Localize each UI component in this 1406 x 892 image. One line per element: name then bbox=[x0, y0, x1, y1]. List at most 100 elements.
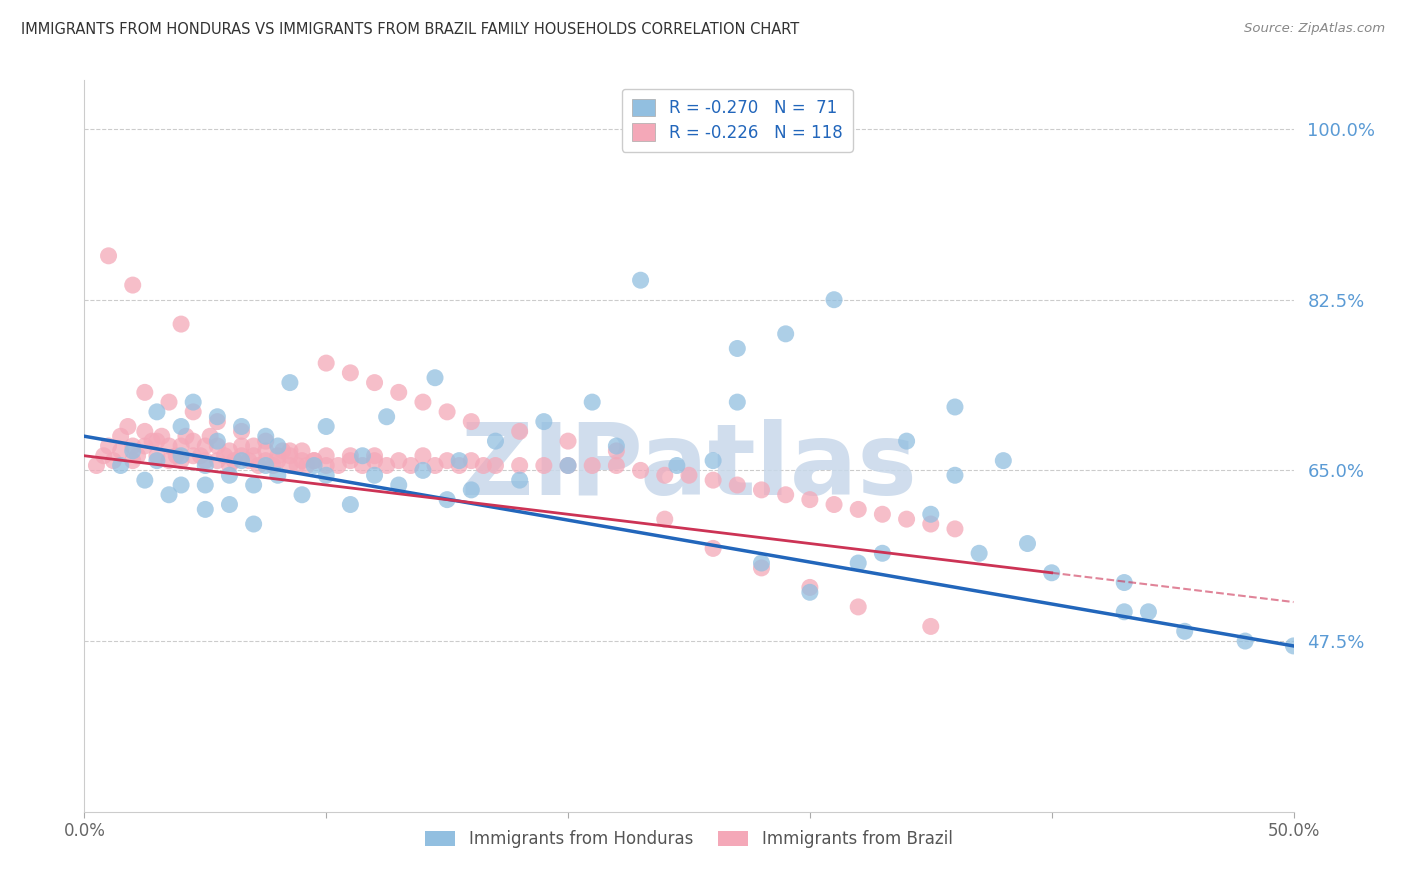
Point bbox=[363, 449, 385, 463]
Point bbox=[799, 581, 821, 595]
Point bbox=[1017, 536, 1039, 550]
Point bbox=[775, 488, 797, 502]
Point bbox=[967, 546, 990, 560]
Point bbox=[103, 453, 125, 467]
Point bbox=[291, 488, 314, 502]
Point bbox=[207, 434, 229, 449]
Point bbox=[630, 273, 652, 287]
Point bbox=[605, 458, 627, 473]
Point bbox=[581, 395, 603, 409]
Point bbox=[242, 439, 264, 453]
Point bbox=[751, 556, 773, 570]
Point bbox=[799, 492, 821, 507]
Point bbox=[1114, 605, 1136, 619]
Point bbox=[231, 439, 253, 453]
Point bbox=[218, 498, 240, 512]
Point bbox=[181, 395, 204, 409]
Point bbox=[388, 478, 411, 492]
Point bbox=[194, 439, 217, 453]
Point bbox=[920, 619, 942, 633]
Point bbox=[846, 556, 869, 570]
Point bbox=[557, 458, 579, 473]
Point bbox=[267, 468, 290, 483]
Point bbox=[375, 409, 398, 424]
Point bbox=[872, 546, 894, 560]
Point bbox=[533, 415, 555, 429]
Point bbox=[121, 278, 143, 293]
Point bbox=[218, 443, 240, 458]
Point bbox=[363, 453, 385, 467]
Point bbox=[285, 458, 308, 473]
Point bbox=[315, 419, 337, 434]
Point bbox=[388, 453, 411, 467]
Point bbox=[242, 516, 264, 531]
Point bbox=[93, 449, 115, 463]
Point bbox=[557, 458, 579, 473]
Point bbox=[218, 468, 240, 483]
Point bbox=[557, 434, 579, 449]
Point bbox=[207, 453, 229, 467]
Point bbox=[170, 449, 193, 463]
Point bbox=[423, 458, 446, 473]
Point bbox=[920, 508, 942, 522]
Point bbox=[146, 449, 169, 463]
Point bbox=[725, 342, 748, 356]
Point bbox=[315, 458, 337, 473]
Point bbox=[247, 458, 270, 473]
Point bbox=[509, 473, 531, 487]
Point bbox=[823, 498, 845, 512]
Point bbox=[117, 419, 139, 434]
Point bbox=[1174, 624, 1197, 639]
Text: Source: ZipAtlas.com: Source: ZipAtlas.com bbox=[1244, 22, 1385, 36]
Point bbox=[654, 468, 676, 483]
Point bbox=[352, 458, 374, 473]
Point bbox=[278, 376, 301, 390]
Point bbox=[533, 458, 555, 473]
Point bbox=[141, 434, 163, 449]
Point bbox=[302, 458, 325, 473]
Point bbox=[86, 458, 108, 473]
Point bbox=[134, 473, 156, 487]
Point bbox=[170, 478, 193, 492]
Point bbox=[943, 468, 966, 483]
Point bbox=[363, 468, 385, 483]
Point bbox=[150, 429, 173, 443]
Point bbox=[146, 434, 169, 449]
Point bbox=[291, 443, 314, 458]
Point bbox=[605, 439, 627, 453]
Point bbox=[605, 443, 627, 458]
Point bbox=[110, 429, 132, 443]
Point bbox=[630, 463, 652, 477]
Point bbox=[702, 541, 724, 556]
Point bbox=[472, 458, 495, 473]
Point bbox=[194, 478, 217, 492]
Point bbox=[665, 458, 688, 473]
Point bbox=[181, 449, 204, 463]
Point bbox=[254, 458, 277, 473]
Point bbox=[1234, 634, 1257, 648]
Point bbox=[302, 453, 325, 467]
Point bbox=[339, 449, 361, 463]
Point bbox=[121, 453, 143, 467]
Point bbox=[127, 449, 149, 463]
Point bbox=[207, 415, 229, 429]
Point bbox=[872, 508, 894, 522]
Point bbox=[194, 453, 217, 467]
Point bbox=[231, 453, 253, 467]
Point bbox=[460, 453, 482, 467]
Point bbox=[121, 439, 143, 453]
Point bbox=[315, 468, 337, 483]
Point bbox=[339, 366, 361, 380]
Point bbox=[110, 443, 132, 458]
Point bbox=[1137, 605, 1160, 619]
Point bbox=[678, 468, 700, 483]
Point bbox=[231, 419, 253, 434]
Point bbox=[190, 449, 212, 463]
Point bbox=[231, 425, 253, 439]
Point bbox=[121, 443, 143, 458]
Point bbox=[460, 415, 482, 429]
Point bbox=[823, 293, 845, 307]
Point bbox=[581, 458, 603, 473]
Point bbox=[315, 449, 337, 463]
Point bbox=[267, 453, 290, 467]
